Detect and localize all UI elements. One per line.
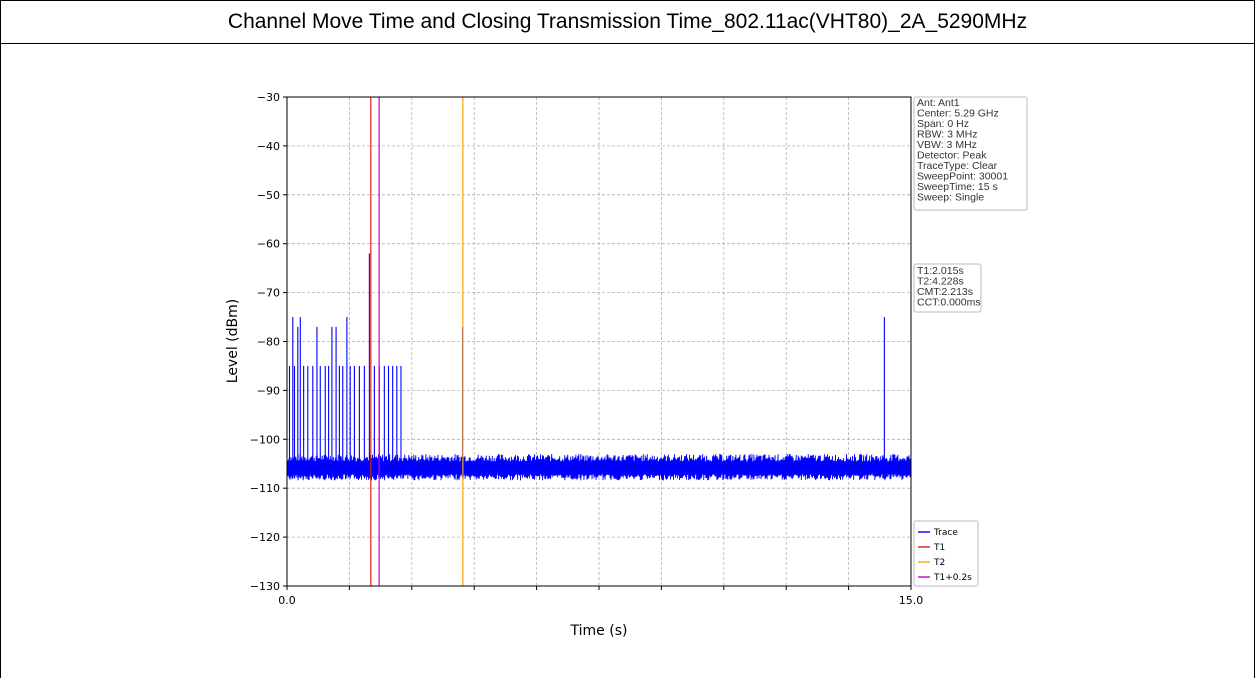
trace-series [286, 253, 912, 481]
info-line: Detector: Peak [917, 150, 987, 162]
y-tick-label: −60 [257, 238, 280, 251]
legend-label: T1+0.2s [933, 573, 972, 583]
trace-noise-floor [286, 453, 912, 481]
info-box-frame [913, 96, 1028, 211]
result-line: T1:2.015s [917, 265, 964, 277]
y-tick-label: −80 [257, 336, 280, 349]
info-line: SweepPoint: 30001 [917, 171, 1008, 183]
y-axis: −30 −40 −50 −60 −70 −80 −90 −100 −110 −120 −130 [250, 91, 287, 593]
x-axis: 0.0 15.0 [278, 586, 923, 607]
legend-label: T1 [933, 543, 945, 553]
y-axis-label: Level (dBm) [225, 299, 241, 383]
info-line: TraceType: Clear [917, 160, 998, 172]
y-tick-label: −50 [257, 189, 280, 202]
info-line: Sweep: Single [917, 192, 984, 204]
y-tick-label: −110 [250, 482, 280, 495]
legend-label: Trace [933, 528, 958, 538]
grid-lines [286, 96, 912, 587]
x-tick-label: 0.0 [278, 594, 296, 607]
page-title: Channel Move Time and Closing Transmissi… [227, 10, 1028, 33]
legend-label: T2 [933, 558, 945, 568]
info-line: Ant: Ant1 [917, 97, 960, 109]
info-line: VBW: 3 MHz [917, 139, 977, 151]
y-tick-label: −70 [257, 287, 280, 300]
y-tick-label: −40 [257, 140, 280, 153]
info-line: Center: 5.29 GHz [917, 108, 999, 120]
info-line: Span: 0 Hz [917, 118, 969, 130]
y-tick-label: −130 [250, 580, 280, 593]
legend-items: Trace T1 T2 T1+0.2s [918, 528, 972, 583]
y-tick-label: −120 [250, 531, 280, 544]
y-tick-label: −90 [257, 384, 280, 397]
info-line: RBW: 3 MHz [917, 129, 977, 141]
title-bar: Channel Move Time and Closing Transmissi… [1, 1, 1254, 44]
result-line: CCT:0.000ms [917, 297, 981, 309]
y-tick-label: −100 [250, 433, 280, 446]
result-line: CMT:2.213s [917, 286, 973, 298]
y-tick-label: −30 [257, 91, 280, 104]
x-tick-label: 15.0 [899, 594, 924, 607]
info-line: SweepTime: 15 s [917, 181, 998, 193]
marker-lines [370, 97, 464, 586]
x-axis-label: Time (s) [570, 623, 628, 639]
results-box-frame [913, 263, 982, 313]
legend: Trace T1 T2 T1+0.2s [913, 520, 979, 587]
result-line: T2:4.228s [917, 276, 964, 288]
legend-frame [913, 520, 979, 587]
